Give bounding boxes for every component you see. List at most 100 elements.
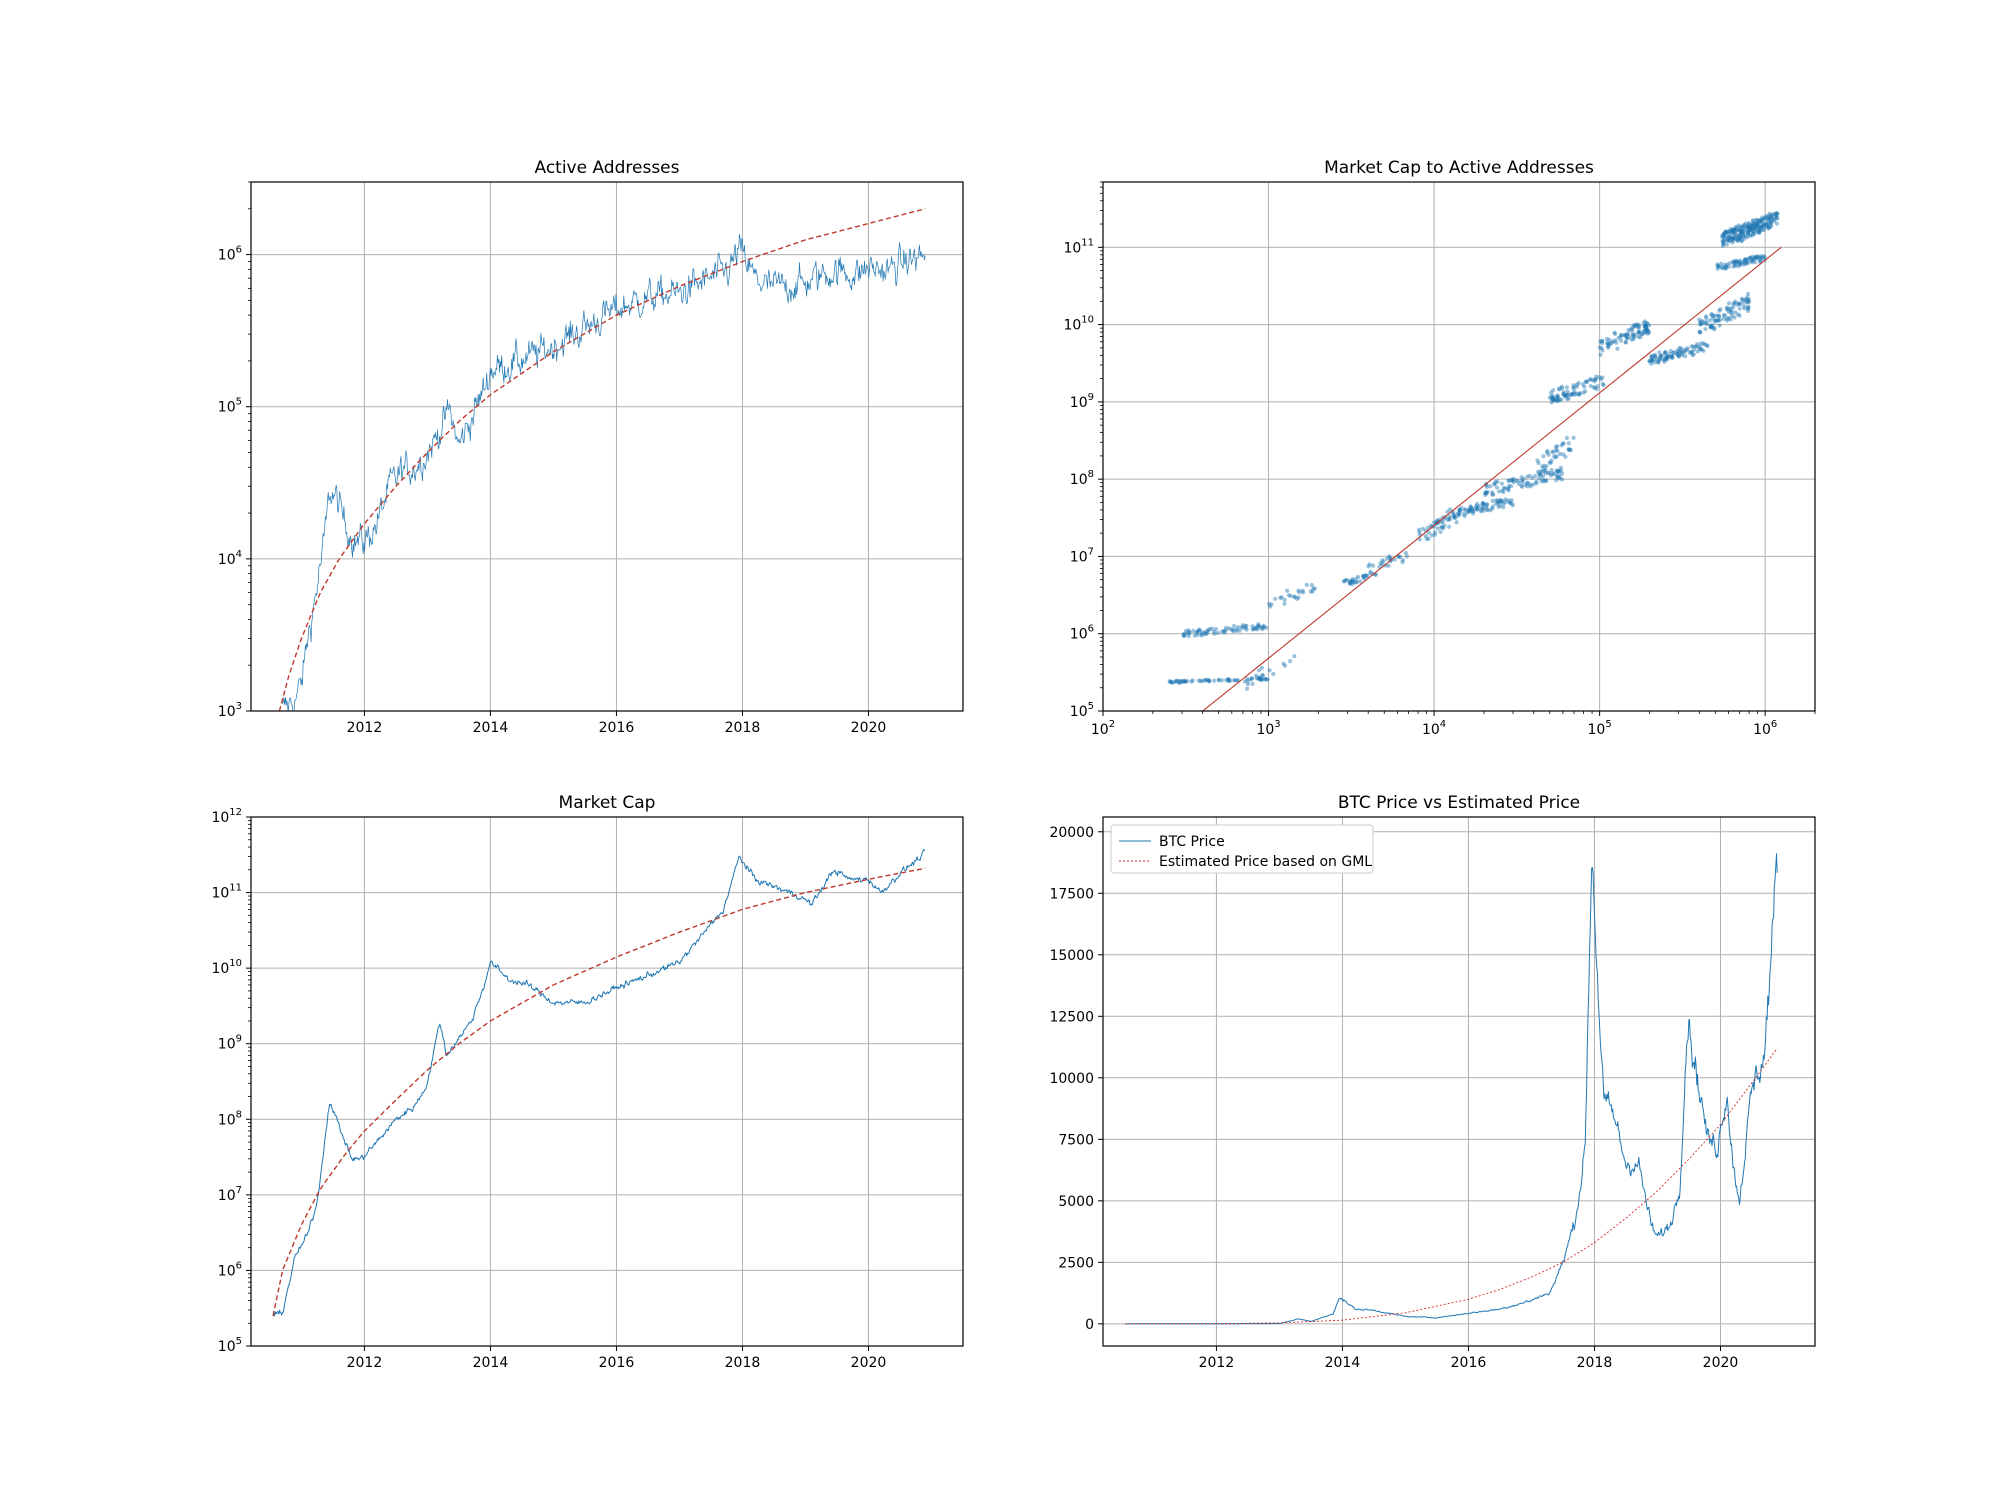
scatter-point — [1520, 484, 1525, 489]
scatter-point — [1600, 375, 1605, 380]
scatter-point — [1348, 579, 1354, 584]
scatter-point — [1730, 236, 1736, 241]
scatter-point — [1500, 488, 1505, 494]
scatter-point — [1712, 326, 1717, 331]
scatter-point — [1757, 229, 1762, 234]
scatter-point — [1426, 530, 1431, 535]
scatter-point — [1724, 305, 1730, 310]
scatter-point — [1256, 623, 1262, 628]
scatter-point — [1584, 379, 1589, 384]
scatter-point — [1568, 392, 1573, 398]
scatter-point — [1721, 240, 1726, 245]
tick-base: 10 — [1070, 549, 1088, 565]
scatter-point — [1566, 441, 1571, 446]
scatter-point — [1594, 387, 1599, 392]
scatter-point — [1734, 258, 1739, 263]
scatter-point — [1364, 573, 1370, 578]
scatter-point — [1746, 224, 1751, 230]
scatter-point — [1755, 222, 1760, 227]
scatter-point — [1490, 498, 1495, 504]
scatter-point — [1505, 487, 1510, 492]
scatter-point — [1468, 504, 1473, 509]
scatter-cluster — [1532, 435, 1576, 479]
scatter-point — [1555, 393, 1560, 398]
scatter-point — [1645, 321, 1650, 326]
scatter-point — [1366, 564, 1371, 569]
y-tick-label: 106 — [1070, 624, 1094, 643]
scatter-point — [1562, 393, 1567, 398]
scatter-point — [1485, 507, 1490, 512]
scatter-point — [1636, 329, 1641, 335]
scatter-point — [1542, 469, 1547, 474]
scatter-point — [1721, 234, 1726, 239]
scatter-point — [1545, 450, 1550, 455]
y-tick-label: 104 — [218, 549, 242, 568]
scatter-point — [1742, 236, 1747, 241]
scatter-point — [1534, 479, 1539, 484]
y-tick-label: 109 — [218, 1034, 242, 1053]
scatter-cluster — [1366, 550, 1410, 574]
scatter-point — [1718, 307, 1723, 312]
scatter-point — [1732, 261, 1737, 266]
tick-exponent: 9 — [1088, 392, 1094, 403]
scatter-point — [1623, 333, 1628, 338]
scatter-point — [1644, 326, 1649, 331]
scatter-point — [1296, 588, 1301, 593]
scatter-point — [1758, 224, 1764, 229]
scatter-point — [1182, 679, 1187, 684]
scatter-point — [1632, 335, 1637, 340]
scatter-point — [1633, 322, 1638, 327]
scatter-point — [1724, 307, 1730, 312]
scatter-point — [1571, 435, 1576, 440]
scatter-point — [1663, 357, 1668, 362]
scatter-point — [1481, 508, 1486, 513]
scatter-point — [1619, 332, 1624, 337]
scatter-point — [1195, 632, 1200, 637]
scatter-point — [1652, 360, 1657, 365]
y-tick-label: 105 — [1070, 701, 1094, 720]
scatter-point — [1715, 318, 1720, 323]
scatter-point — [1751, 225, 1756, 230]
scatter-point — [1643, 324, 1648, 330]
scatter-point — [1250, 624, 1255, 629]
scatter-point — [1554, 444, 1559, 450]
tick-exponent: 4 — [236, 549, 242, 560]
scatter-point — [1748, 258, 1754, 263]
scatter-point — [1746, 229, 1751, 234]
scatter-point — [1674, 351, 1680, 357]
scatter-point — [1650, 353, 1656, 358]
scatter-point — [1509, 497, 1514, 503]
scatter-point — [1655, 359, 1660, 365]
scatter-point — [1729, 229, 1735, 234]
y-tick-label: 20000 — [1049, 825, 1094, 841]
scatter-point — [1493, 501, 1498, 507]
scatter-point — [1724, 318, 1730, 323]
scatter-point — [1520, 479, 1525, 484]
tick-exponent: 5 — [1605, 719, 1611, 730]
scatter-point — [1180, 678, 1185, 684]
scatter-point — [1310, 589, 1315, 594]
scatter-point — [1764, 223, 1769, 228]
scatter-point — [1741, 299, 1746, 304]
scatter-point — [1746, 232, 1751, 237]
tick-base: 10 — [1422, 722, 1440, 738]
scatter-point — [1519, 475, 1524, 480]
scatter-point — [1355, 574, 1361, 579]
scatter-point — [1742, 306, 1747, 311]
scatter-point — [1739, 260, 1745, 265]
x-tick-label: 106 — [1753, 719, 1777, 738]
scatter-point — [1698, 346, 1703, 351]
scatter-point — [1480, 501, 1485, 506]
scatter-point — [1452, 513, 1457, 518]
scatter-cluster — [1445, 497, 1515, 520]
scatter-point — [1435, 518, 1440, 523]
scatter-point — [1546, 452, 1551, 457]
scatter-point — [1484, 482, 1489, 487]
scatter-point — [1707, 318, 1712, 323]
scatter-point — [1483, 490, 1488, 495]
scatter-point — [1712, 327, 1717, 332]
scatter-point — [1236, 624, 1241, 630]
scatter-point — [1624, 336, 1629, 341]
scatter-point — [1197, 627, 1202, 632]
scatter-cluster — [1715, 254, 1767, 271]
